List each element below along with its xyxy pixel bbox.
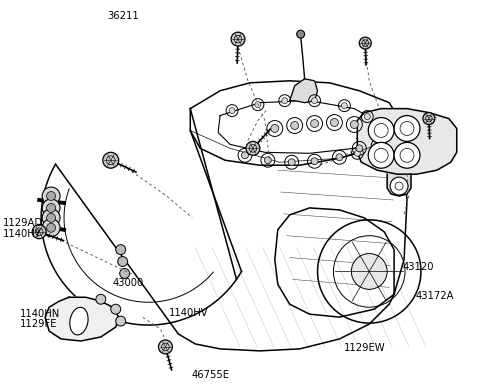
Polygon shape	[290, 79, 318, 103]
Circle shape	[42, 199, 60, 217]
Circle shape	[336, 154, 343, 161]
Circle shape	[271, 124, 279, 133]
Text: 43000: 43000	[112, 278, 144, 288]
Circle shape	[311, 158, 318, 165]
Circle shape	[390, 177, 408, 195]
Text: 1129AD: 1129AD	[3, 219, 43, 228]
Ellipse shape	[70, 307, 88, 335]
Text: 46755E: 46755E	[192, 370, 229, 380]
Circle shape	[118, 256, 128, 267]
Text: 1140HN: 1140HN	[20, 309, 60, 319]
Circle shape	[42, 219, 60, 237]
Circle shape	[42, 187, 60, 205]
Circle shape	[229, 108, 235, 114]
Circle shape	[42, 209, 60, 227]
Circle shape	[47, 203, 56, 212]
Circle shape	[120, 269, 130, 278]
Circle shape	[47, 192, 56, 201]
Circle shape	[354, 150, 360, 156]
Circle shape	[264, 157, 271, 164]
Text: 1129FE: 1129FE	[20, 319, 57, 329]
Text: 1140HV: 1140HV	[169, 308, 209, 318]
Circle shape	[47, 223, 56, 232]
Text: 1129EW: 1129EW	[344, 343, 385, 353]
Text: 1140HY: 1140HY	[3, 229, 42, 239]
Circle shape	[330, 118, 338, 127]
Circle shape	[103, 152, 119, 168]
Circle shape	[364, 114, 370, 120]
Polygon shape	[357, 109, 457, 174]
Circle shape	[360, 37, 371, 49]
Circle shape	[255, 102, 261, 108]
Polygon shape	[387, 174, 411, 196]
Circle shape	[311, 120, 319, 127]
Circle shape	[423, 113, 435, 124]
Circle shape	[356, 145, 363, 152]
Circle shape	[350, 120, 358, 129]
Circle shape	[297, 30, 305, 38]
Circle shape	[351, 254, 387, 289]
Circle shape	[282, 98, 288, 104]
Circle shape	[368, 142, 394, 168]
Circle shape	[111, 304, 120, 314]
Circle shape	[312, 98, 318, 104]
Circle shape	[288, 159, 295, 166]
Circle shape	[116, 316, 126, 326]
Circle shape	[291, 122, 299, 129]
Text: 36211: 36211	[108, 11, 139, 21]
Circle shape	[32, 225, 46, 239]
Circle shape	[374, 142, 380, 148]
Text: 43120: 43120	[402, 262, 434, 272]
Polygon shape	[45, 297, 119, 341]
Circle shape	[47, 213, 56, 222]
Text: 43172A: 43172A	[416, 291, 454, 301]
Circle shape	[158, 340, 172, 354]
Circle shape	[394, 116, 420, 142]
Circle shape	[116, 245, 126, 255]
Circle shape	[378, 127, 384, 133]
Circle shape	[368, 118, 394, 143]
Circle shape	[241, 152, 249, 159]
Circle shape	[231, 32, 245, 46]
Circle shape	[341, 103, 348, 109]
Circle shape	[246, 142, 260, 155]
Circle shape	[394, 142, 420, 168]
Circle shape	[96, 294, 106, 304]
